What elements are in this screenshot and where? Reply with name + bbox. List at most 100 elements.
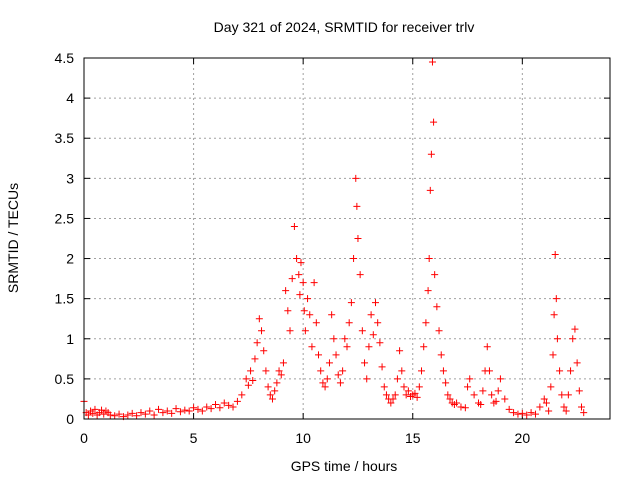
data-point <box>425 255 433 263</box>
data-point <box>262 367 270 375</box>
data-point <box>220 399 228 407</box>
data-point <box>89 409 97 417</box>
data-point <box>98 406 106 414</box>
x-axis-title: GPS time / hours <box>291 458 398 474</box>
data-point <box>435 327 443 335</box>
data-point <box>424 287 432 295</box>
data-point <box>536 403 544 411</box>
data-point <box>172 405 180 413</box>
data-point <box>547 383 555 391</box>
data-point <box>356 271 364 279</box>
data-point <box>216 404 224 412</box>
data-point <box>415 383 423 391</box>
data-point <box>393 375 401 383</box>
data-point <box>268 395 276 403</box>
data-point <box>376 339 384 347</box>
data-point <box>264 383 272 391</box>
data-point <box>531 410 539 418</box>
data-point <box>361 359 369 367</box>
data-point <box>527 409 535 417</box>
data-point <box>358 327 366 335</box>
data-point <box>352 174 360 182</box>
data-point <box>297 259 305 267</box>
data-point <box>430 118 438 126</box>
data-point <box>457 403 465 411</box>
y-tick-label: 0.5 <box>55 371 75 387</box>
data-point <box>442 379 450 387</box>
data-point <box>391 391 399 399</box>
data-point <box>212 401 219 409</box>
data-point <box>295 271 303 279</box>
data-point <box>567 367 575 375</box>
data-point <box>564 391 572 399</box>
data-point <box>244 381 252 389</box>
data-point <box>431 271 439 279</box>
data-point <box>84 411 92 419</box>
data-point <box>378 363 386 371</box>
x-tick-label: 20 <box>515 430 531 446</box>
data-point <box>266 391 274 399</box>
data-point <box>580 409 588 417</box>
data-point <box>389 395 397 403</box>
data-point <box>286 327 294 335</box>
data-point <box>304 295 312 303</box>
data-point <box>422 319 430 327</box>
data-points <box>80 58 588 421</box>
data-point <box>203 403 211 411</box>
y-tick-label: 4 <box>66 90 74 106</box>
data-point <box>255 315 263 323</box>
data-point <box>133 412 141 420</box>
data-point <box>288 275 296 283</box>
data-point <box>514 410 522 418</box>
data-point <box>176 408 184 416</box>
data-point <box>365 343 373 351</box>
data-point <box>260 347 268 355</box>
data-point <box>396 347 404 355</box>
y-tick-label: 1.5 <box>55 291 75 307</box>
data-point <box>306 311 314 319</box>
data-point <box>354 235 362 242</box>
data-point <box>345 319 353 327</box>
data-point <box>293 255 301 263</box>
data-point <box>453 399 461 407</box>
data-point <box>542 399 550 407</box>
data-point <box>128 409 136 417</box>
data-point <box>111 412 119 420</box>
data-point <box>325 359 333 367</box>
y-tick-label: 1 <box>66 331 74 347</box>
data-point <box>163 407 171 415</box>
data-point <box>470 391 478 399</box>
data-point <box>492 397 500 405</box>
data-point <box>363 375 371 383</box>
data-point <box>402 391 410 399</box>
data-point <box>426 186 434 194</box>
data-point <box>168 409 176 417</box>
data-point <box>194 405 202 413</box>
data-point <box>545 407 553 415</box>
data-point <box>558 391 566 399</box>
grid-layer <box>84 58 610 419</box>
data-point <box>242 375 250 383</box>
x-tick-label: 0 <box>80 430 88 446</box>
y-axis-title: SRMTID / TECUs <box>5 183 21 293</box>
data-point <box>551 251 559 259</box>
data-point <box>400 383 408 391</box>
data-point <box>578 403 586 411</box>
data-point <box>560 403 568 411</box>
data-point <box>275 367 283 375</box>
data-point <box>251 355 259 363</box>
data-point <box>315 351 323 359</box>
data-point <box>549 351 557 359</box>
data-point <box>155 405 163 413</box>
data-point <box>398 367 406 375</box>
data-point <box>413 393 421 401</box>
data-point <box>553 335 561 343</box>
data-point <box>350 255 358 263</box>
data-point <box>185 407 193 415</box>
data-point <box>284 307 292 315</box>
y-tick-label: 4.5 <box>55 50 75 66</box>
data-point <box>299 279 307 287</box>
data-point <box>141 410 149 418</box>
data-point <box>523 411 531 419</box>
data-point <box>336 379 344 387</box>
